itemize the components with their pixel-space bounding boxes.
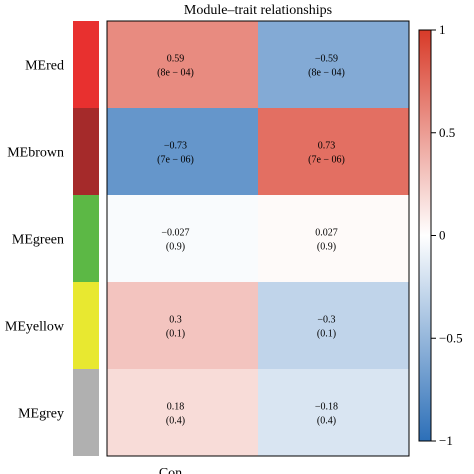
colorbar-tick-label: 0: [439, 228, 446, 243]
heatmap-cell: [258, 369, 409, 456]
heatmap-cell: [107, 21, 258, 108]
cell-pvalue: (7e − 06): [308, 155, 345, 166]
module-swatch: [73, 108, 99, 195]
heatmap-cell: [107, 282, 258, 369]
row-label: MEred: [25, 59, 64, 74]
cell-pvalue: (0.4): [166, 416, 185, 427]
module-color-swatches: [73, 21, 99, 456]
column-labels: Con Treat: [159, 466, 338, 474]
cell-correlation: 0.73: [318, 141, 336, 152]
cell-pvalue: (0.1): [166, 329, 185, 340]
chart-title: Module–trait relationships: [184, 3, 332, 18]
heatmap-cell: [258, 282, 409, 369]
module-swatch: [73, 21, 99, 108]
cell-correlation: −0.027: [161, 228, 189, 239]
cell-correlation: 0.027: [315, 228, 338, 239]
heatmap-cell: [258, 108, 409, 195]
cell-pvalue: (7e − 06): [157, 155, 194, 166]
heatmap-cell: [258, 195, 409, 282]
cell-correlation: 0.3: [169, 315, 182, 326]
cell-correlation: −0.59: [315, 54, 338, 65]
cell-pvalue: (8e − 04): [157, 68, 194, 79]
row-labels: MEred MEbrown MEgreen MEyellow MEgrey: [5, 59, 65, 422]
cell-pvalue: (0.9): [317, 242, 336, 253]
heatmap-cell: [107, 108, 258, 195]
cell-pvalue: (8e − 04): [308, 68, 345, 79]
cell-correlation: −0.3: [317, 315, 335, 326]
heatmap-cell: [258, 21, 409, 108]
cell-correlation: 0.59: [167, 54, 185, 65]
row-label: MEbrown: [7, 146, 64, 161]
colorbar-tick-label: −0.5: [439, 330, 463, 345]
heatmap-cells: 0.59 (8e − 04) −0.59 (8e − 04) −0.73 (7e − 06…: [106, 20, 410, 457]
cell-correlation: −0.73: [164, 141, 187, 152]
module-swatch: [73, 282, 99, 369]
module-swatch: [73, 369, 99, 456]
cell-correlation: −0.18: [315, 402, 338, 413]
row-label: MEgrey: [18, 407, 64, 422]
colorbar-tick-label: 0.5: [439, 125, 455, 140]
cell-pvalue: (0.1): [317, 329, 336, 340]
colorbar: 1 0.5 0 −0.5 −1: [418, 22, 463, 448]
cell-correlation: 0.18: [167, 402, 185, 413]
column-label: Con: [159, 466, 182, 474]
column-label: Treat: [309, 472, 338, 474]
heatmap-cell: [107, 195, 258, 282]
cell-pvalue: (0.4): [317, 416, 336, 427]
colorbar-tick-label: −1: [439, 433, 453, 448]
colorbar-tick-label: 1: [439, 22, 446, 37]
colorbar-gradient: [418, 29, 432, 442]
heatmap-cell: [107, 369, 258, 456]
row-label: MEgreen: [12, 233, 64, 248]
cell-pvalue: (0.9): [166, 242, 185, 253]
heatmap-border: [106, 20, 410, 457]
module-swatch: [73, 195, 99, 282]
row-label: MEyellow: [5, 320, 65, 335]
